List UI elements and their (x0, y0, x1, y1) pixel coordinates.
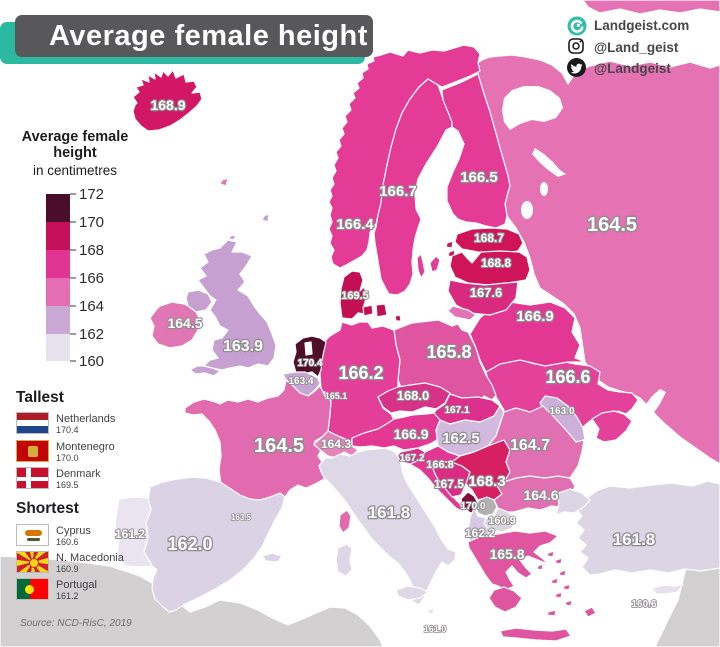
svg-text:168: 168 (79, 242, 104, 259)
svg-text:164: 164 (79, 298, 104, 315)
svg-text:161.8: 161.8 (613, 530, 656, 549)
svg-text:162.0: 162.0 (167, 534, 212, 554)
svg-text:162: 162 (79, 326, 104, 343)
svg-text:164.5: 164.5 (254, 435, 304, 457)
svg-text:164.3: 164.3 (321, 437, 351, 451)
svg-text:164.6: 164.6 (523, 487, 558, 503)
svg-text:168.3: 168.3 (468, 473, 506, 490)
svg-text:160.9: 160.9 (488, 515, 516, 527)
svg-text:166.2: 166.2 (338, 363, 383, 383)
svg-text:169.5: 169.5 (341, 290, 369, 302)
svg-text:165.8: 165.8 (489, 546, 524, 562)
svg-text:166.5: 166.5 (460, 169, 498, 186)
svg-text:167.6: 167.6 (470, 285, 503, 300)
svg-text:168.9: 168.9 (150, 97, 185, 113)
svg-text:166.8: 166.8 (426, 459, 454, 471)
svg-text:166: 166 (79, 270, 104, 287)
svg-text:165.8: 165.8 (426, 342, 471, 362)
svg-text:161.2: 161.2 (115, 527, 145, 541)
svg-text:167.2: 167.2 (399, 453, 424, 464)
svg-text:162.2: 162.2 (465, 526, 495, 540)
svg-text:162.5: 162.5 (442, 430, 480, 447)
svg-text:164.5: 164.5 (587, 214, 637, 236)
svg-text:163.0: 163.0 (549, 406, 574, 417)
svg-text:166.7: 166.7 (379, 183, 417, 200)
svg-text:170.4: 170.4 (297, 358, 322, 369)
svg-text:164.7: 164.7 (510, 437, 550, 454)
svg-text:167.5: 167.5 (434, 477, 464, 491)
svg-text:163.4: 163.4 (288, 376, 313, 387)
svg-text:172: 172 (79, 186, 104, 203)
svg-text:161.0: 161.0 (424, 624, 447, 634)
svg-text:168.8: 168.8 (481, 256, 511, 270)
svg-text:166.6: 166.6 (545, 367, 590, 387)
svg-text:166.9: 166.9 (393, 426, 428, 442)
svg-text:160: 160 (79, 353, 104, 370)
svg-text:161.8: 161.8 (368, 503, 411, 522)
svg-text:163.9: 163.9 (223, 338, 263, 355)
svg-text:170: 170 (79, 214, 104, 231)
svg-text:167.1: 167.1 (444, 405, 469, 416)
svg-text:163.5: 163.5 (231, 513, 252, 522)
svg-text:160.6: 160.6 (631, 599, 656, 610)
svg-text:166.9: 166.9 (516, 308, 554, 325)
svg-text:164.5: 164.5 (167, 315, 202, 331)
svg-text:168.0: 168.0 (397, 388, 430, 403)
svg-text:165.1: 165.1 (325, 391, 348, 401)
svg-text:170.0: 170.0 (460, 501, 485, 512)
svg-text:168.7: 168.7 (474, 231, 504, 245)
svg-text:166.4: 166.4 (336, 216, 374, 233)
